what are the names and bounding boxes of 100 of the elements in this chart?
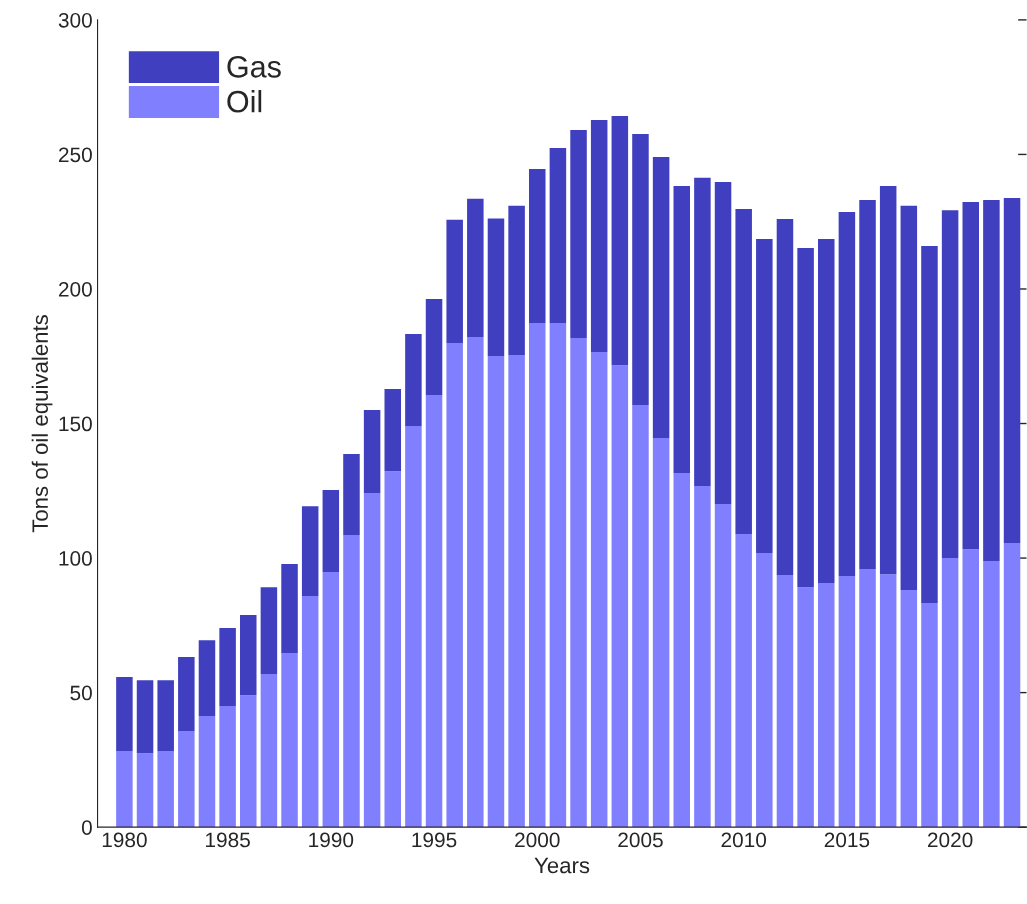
x-tick-label: 2015: [824, 832, 870, 848]
bar: [301, 596, 319, 828]
bar: [219, 706, 236, 828]
y-tick-label: 100: [59, 551, 92, 566]
bar: [714, 181, 732, 504]
bar: [983, 561, 1000, 828]
bar: [529, 322, 546, 828]
bar: [818, 583, 835, 828]
bar: [611, 115, 629, 366]
bar: [343, 453, 360, 535]
bar: [219, 628, 236, 707]
bar: [116, 677, 133, 752]
x-tick-label: 2010: [721, 832, 767, 848]
x-tick-label: 2005: [618, 832, 663, 848]
bar: [446, 219, 463, 344]
legend-label: Gas: [227, 56, 281, 78]
bar: [632, 404, 649, 828]
bar: [363, 492, 381, 828]
bar: [941, 210, 959, 559]
bar: [735, 209, 752, 535]
y-tick-label: 0: [81, 820, 92, 835]
bar: [281, 653, 298, 828]
x-tick-label: 1990: [309, 832, 354, 848]
bar: [508, 354, 525, 828]
bar: [941, 558, 959, 828]
bar: [921, 245, 938, 604]
bar: [281, 563, 298, 654]
bar: [260, 587, 278, 675]
bar: [136, 680, 154, 754]
bar: [570, 129, 587, 338]
bar: [797, 587, 814, 828]
bar: [136, 753, 154, 828]
bar: [838, 212, 856, 577]
bar: [776, 575, 794, 828]
bar: [962, 202, 980, 550]
bar: [776, 219, 794, 576]
bar: [735, 534, 752, 828]
bar: [508, 205, 525, 355]
bar: [570, 337, 587, 828]
bar: [549, 322, 567, 828]
bar: [879, 574, 897, 828]
bar: [425, 395, 443, 828]
bar: [384, 389, 402, 472]
bar: [694, 485, 711, 828]
y-axis-title: Tons of oil equivalents: [31, 315, 53, 533]
x-tick-label: 2000: [515, 832, 560, 848]
bar: [694, 177, 711, 486]
bar: [322, 572, 340, 828]
legend-label: Oil: [227, 90, 262, 113]
y-tick-label: 50: [70, 685, 92, 701]
bar: [652, 157, 670, 439]
bar: [652, 438, 670, 828]
bar: [673, 473, 691, 828]
bar: [405, 425, 422, 828]
bar: [198, 716, 216, 828]
bar: [157, 751, 174, 828]
x-tick-label: 1985: [206, 832, 250, 848]
y-tick-label: 250: [59, 147, 92, 163]
bar: [900, 590, 918, 828]
bar: [446, 343, 463, 828]
bar: [673, 185, 691, 474]
bar: [425, 298, 443, 395]
x-tick-label: 1995: [412, 832, 457, 848]
bar: [549, 147, 567, 323]
bar: [260, 674, 278, 828]
bar: [838, 576, 856, 828]
bar: [756, 552, 773, 828]
bar: [301, 506, 319, 597]
bar: [116, 751, 133, 828]
bar: [818, 238, 835, 584]
y-tick-label: 150: [59, 416, 92, 432]
x-tick-label: 2020: [927, 832, 973, 848]
bar: [467, 336, 484, 828]
bar: [240, 695, 257, 828]
bar: [921, 603, 938, 828]
bar: [1003, 543, 1021, 828]
bar: [590, 351, 608, 828]
bar: [178, 657, 195, 732]
bar: [487, 218, 505, 356]
bar: [467, 198, 484, 337]
bar: [714, 503, 732, 828]
bar: [611, 365, 629, 828]
bar: [859, 569, 876, 828]
bar: [322, 489, 340, 573]
bar: [1003, 198, 1021, 543]
bar: [487, 355, 505, 828]
bar: [962, 549, 980, 828]
y-tick-label: 200: [59, 281, 92, 297]
bar: [157, 680, 174, 752]
bar: [983, 199, 1000, 562]
x-axis-title: Years: [534, 857, 590, 874]
bar: [797, 248, 814, 588]
x-tick-label: 1980: [102, 832, 147, 848]
bar: [632, 133, 649, 405]
bar: [405, 333, 422, 426]
y-tick-label: 300: [58, 12, 92, 28]
bar: [529, 168, 546, 323]
bar: [900, 205, 918, 591]
bar: [756, 238, 773, 553]
bar: [198, 640, 216, 717]
